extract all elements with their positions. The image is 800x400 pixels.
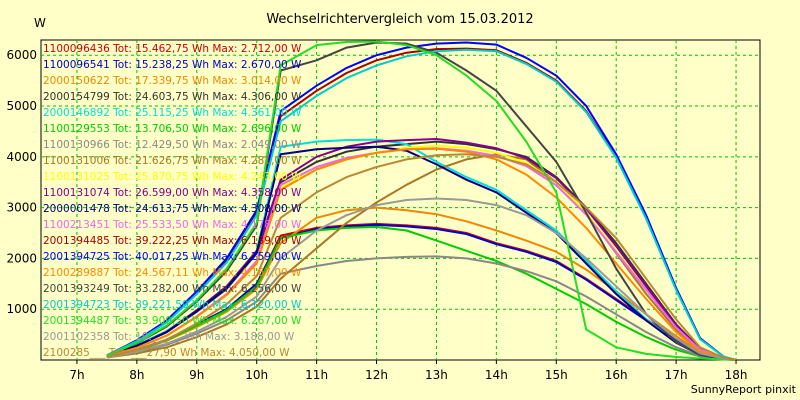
- legend-entry: 1100213451 Tot: 25.533,50 Wh Max: 4.178,…: [43, 219, 302, 231]
- x-tick-label: 14h: [485, 368, 508, 382]
- legend-entry: 2000001478 Tot: 24.613,75 Wh Max: 4.308,…: [43, 203, 302, 215]
- series-line: [106, 197, 737, 361]
- legend-entry: 2001394485 Tot: 39.222,25 Wh Max: 6.139,…: [43, 235, 302, 247]
- legend-entry: 2000150622 Tot: 17.339,75 Wh Max: 3.014,…: [43, 75, 302, 87]
- legend-entry: 1100131025 Tot: 25.870,75 Wh Max: 4.243,…: [43, 171, 302, 183]
- x-tick-label: 8h: [129, 368, 144, 382]
- ticks: 7h 8h 9h 10h 11h 12h 13h 14h 15h 16h 17h 18h 1000 200…: [6, 48, 747, 382]
- legend-entry: 2001394723 Tot: 39.221,50 Wh Max: 6.120,…: [43, 299, 302, 311]
- legend-entry: 1100129553 Tot: 13.706,50 Wh Max: 2.696,…: [43, 123, 302, 135]
- legend-entry: 1100096436 Tot: 15.462,75 Wh Max: 2.712,…: [43, 43, 302, 55]
- plot-area: [40, 39, 761, 361]
- x-tick-label: 7h: [69, 368, 84, 382]
- footer-credit: SunnyReport pinxit: [691, 383, 797, 396]
- series-line: [106, 138, 737, 361]
- legend: 1100096436 Tot: 15.462,75 Wh Max: 2.712,…: [43, 43, 302, 359]
- series-group: [106, 40, 737, 361]
- legend-entry: 2001102358 Tot: 19.___,__ Wh Max: 3.188,…: [43, 331, 295, 343]
- series-line: [106, 41, 737, 361]
- chart-title: Wechselrichtervergleich vom 15.03.2012: [266, 12, 533, 27]
- y-tick-label: 3000: [6, 201, 37, 215]
- legend-entry: 1100131006 Tot: 21.626,75 Wh Max: 4.281,…: [43, 155, 302, 167]
- legend-entry: 2001394725 Tot: 40.017,25 Wh Max: 6.259,…: [43, 251, 302, 263]
- series-line: [106, 153, 737, 361]
- y-tick-label: 2000: [6, 251, 37, 265]
- series-line: [106, 48, 737, 361]
- y-tick-label: 4000: [6, 150, 37, 164]
- series-line: [106, 255, 737, 361]
- y-tick-label: 6000: [6, 48, 37, 62]
- legend-entry: 1100131074 Tot: 26.599,00 Wh Max: 4.358,…: [43, 187, 302, 199]
- legend-entry: 2100285___ Tot: ___27,90 Wh Max: 4.050,0…: [43, 347, 290, 359]
- y-tick-label: 5000: [6, 99, 37, 113]
- legend-entry: 2000154799 Tot: 24.603,75 Wh Max: 4.306,…: [43, 91, 302, 103]
- x-tick-label: 11h: [305, 368, 328, 382]
- series-line: [106, 225, 737, 361]
- legend-entry: 2001394487 Tot: 33.900,50 Wh Max: 6.267,…: [43, 315, 302, 327]
- series-line: [106, 147, 737, 361]
- legend-entry: 2001393249 Tot: 33.282,00 Wh Max: 6.256,…: [43, 283, 302, 295]
- x-tick-label: 18h: [725, 368, 748, 382]
- legend-entry: 2000146892 Tot: 25.115,25 Wh Max: 4.361,…: [43, 107, 302, 119]
- y-tick-label: 1000: [6, 302, 37, 316]
- x-tick-label: 12h: [365, 368, 388, 382]
- x-tick-label: 9h: [189, 368, 204, 382]
- legend-entry: 1100130966 Tot: 12.429,50 Wh Max: 2.049,…: [43, 139, 302, 151]
- legend-entry: 2100289887 Tot: 24.567,11 Wh Max: 4.167,…: [43, 267, 302, 279]
- series-line: [106, 145, 737, 361]
- x-tick-label: 10h: [245, 368, 268, 382]
- legend-entry: 1100096541 Tot: 15.238,25 Wh Max: 2.670,…: [43, 59, 302, 71]
- x-tick-label: 15h: [545, 368, 568, 382]
- x-tick-label: 16h: [605, 368, 628, 382]
- x-tick-label: 13h: [425, 368, 448, 382]
- series-line: [106, 40, 737, 361]
- series-line: [106, 153, 737, 361]
- x-tick-label: 17h: [665, 368, 688, 382]
- y-axis-label: W: [34, 16, 46, 30]
